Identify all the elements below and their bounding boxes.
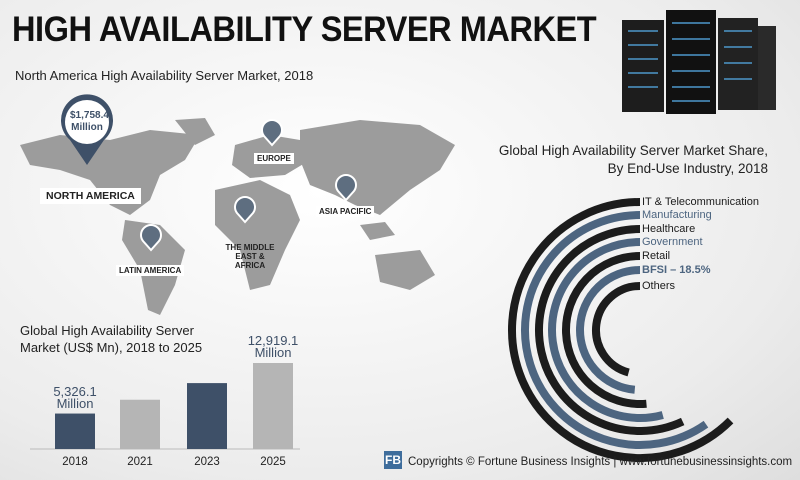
legend-entry: Healthcare	[642, 223, 695, 235]
x-tick-label: 2025	[260, 456, 286, 468]
region-label: NORTH AMERICA	[40, 188, 141, 204]
legend-entry: BFSI – 18.5%	[642, 264, 711, 276]
arc	[576, 266, 641, 394]
callout: $1,758.4 Million	[70, 110, 109, 134]
server-image	[622, 10, 776, 114]
bar	[120, 399, 160, 449]
logo	[384, 451, 402, 469]
x-tick-label: 2023	[194, 456, 220, 468]
arc	[548, 238, 664, 422]
arc	[535, 225, 685, 435]
arc	[508, 198, 734, 462]
region-label: EUROPE	[254, 153, 294, 164]
arc	[562, 252, 647, 408]
legend-entry: IT & Telecommunication	[642, 196, 759, 208]
callout-value: $1,758.4	[70, 110, 109, 121]
map-title: North America High Availability Server M…	[15, 68, 314, 83]
value-label: 12,919.1 Million	[247, 333, 299, 360]
legend-entry: Retail	[642, 250, 670, 262]
legend-entry: Manufacturing	[642, 209, 712, 221]
legend-entry: Government	[642, 236, 703, 248]
bar	[253, 363, 293, 449]
x-tick-label: 2021	[127, 456, 153, 468]
bar-chart-title: Global High Availability Server Market (…	[20, 323, 203, 355]
region-label: ASIA PACIFIC	[316, 206, 375, 217]
legend-entry: Others	[642, 280, 676, 292]
arc	[592, 282, 641, 377]
map-pins	[61, 94, 357, 252]
footer: Copyrights © Fortune Business Insights |…	[408, 456, 793, 468]
callout-unit: Million	[71, 122, 103, 133]
logo-mark: FB	[385, 453, 401, 467]
radial-chart-title: Global High Availability Server Market S…	[498, 143, 768, 176]
bar	[187, 383, 227, 449]
region-label: THE MIDDLE EAST & AFRICA	[225, 243, 275, 270]
title: HIGH AVAILABILITY SERVER MARKET	[12, 10, 597, 49]
arc	[521, 211, 709, 449]
bar	[55, 413, 95, 449]
x-tick-label: 2018	[62, 456, 88, 468]
value-label: 5,326.1 Million	[53, 383, 97, 411]
region-label: LATIN AMERICA	[116, 265, 185, 276]
